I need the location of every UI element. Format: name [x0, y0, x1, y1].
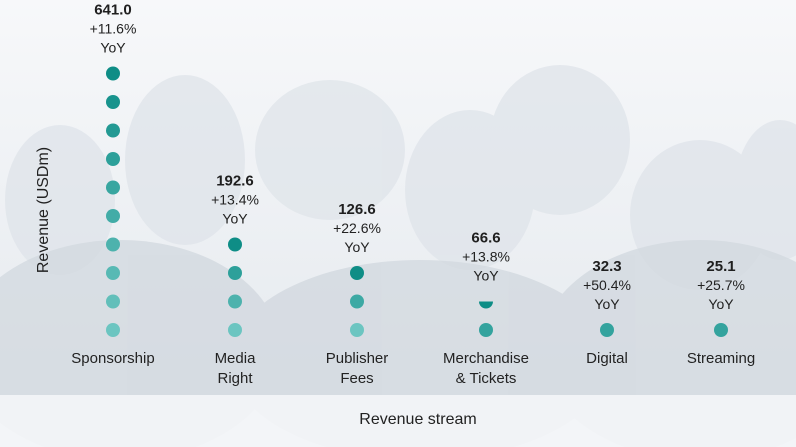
data-label-growth: +22.6% — [333, 220, 381, 236]
column-3: 66.6 +13.8% YoY Merchandise & Tickets — [443, 230, 529, 388]
data-label-yoy: YoY — [708, 296, 734, 312]
value-dot — [106, 152, 120, 166]
data-label-yoy: YoY — [100, 40, 126, 56]
value-dot — [106, 95, 120, 109]
data-label-yoy: YoY — [473, 268, 499, 284]
value-dot — [106, 294, 120, 309]
value-dot — [228, 266, 242, 280]
data-label-value: 641.0 — [94, 2, 132, 19]
value-dot — [350, 294, 364, 309]
data-label-value: 66.6 — [471, 230, 500, 247]
data-label-value: 192.6 — [216, 173, 254, 190]
value-dot — [106, 209, 120, 223]
category-label: Publisher — [326, 350, 389, 367]
y-axis-title: Revenue (USDm) — [35, 147, 52, 273]
value-dot — [600, 323, 614, 337]
data-label-yoy: YoY — [594, 296, 620, 312]
value-dot — [228, 323, 242, 337]
value-dot — [106, 237, 120, 252]
data-label-growth: +50.4% — [583, 277, 631, 293]
category-label: & Tickets — [456, 370, 517, 387]
data-label-value: 126.6 — [338, 201, 376, 218]
value-dot-partial — [479, 301, 493, 309]
data-label-yoy: YoY — [222, 211, 248, 227]
category-label: Right — [217, 370, 253, 387]
column-4: 32.3 +50.4% YoY Digital — [583, 258, 631, 367]
column-1: 192.6 +13.4% YoY Media Right — [211, 173, 259, 388]
data-label-growth: +13.4% — [211, 192, 259, 208]
category-label: Media — [215, 350, 257, 367]
value-dot — [106, 323, 120, 337]
category-label: Merchandise — [443, 350, 529, 367]
column-0: 641.0 +11.6% YoY Sponsorship — [71, 2, 154, 368]
value-dot — [106, 66, 120, 81]
column-2: 126.6 +22.6% YoY Publisher Fees — [326, 201, 389, 387]
data-label-growth: +13.8% — [462, 249, 510, 265]
data-label-value: 32.3 — [592, 258, 621, 275]
value-dot — [350, 323, 364, 337]
value-dot — [350, 266, 364, 280]
value-dot — [106, 123, 120, 138]
data-label-growth: +11.6% — [90, 21, 137, 37]
column-5: 25.1 +25.7% YoY Streaming — [687, 258, 755, 367]
category-label: Sponsorship — [71, 350, 154, 367]
category-label: Digital — [586, 350, 628, 367]
data-label-yoy: YoY — [344, 239, 370, 255]
category-label: Streaming — [687, 350, 755, 367]
x-axis-title: Revenue stream — [359, 411, 476, 428]
value-dot — [228, 294, 242, 309]
value-dot — [106, 266, 120, 280]
value-dot — [714, 323, 728, 337]
data-label-value: 25.1 — [706, 258, 735, 275]
category-label: Fees — [340, 370, 373, 387]
data-label-growth: +25.7% — [697, 277, 745, 293]
value-dot — [106, 180, 120, 195]
value-dot — [228, 237, 242, 252]
value-dot — [479, 323, 493, 337]
